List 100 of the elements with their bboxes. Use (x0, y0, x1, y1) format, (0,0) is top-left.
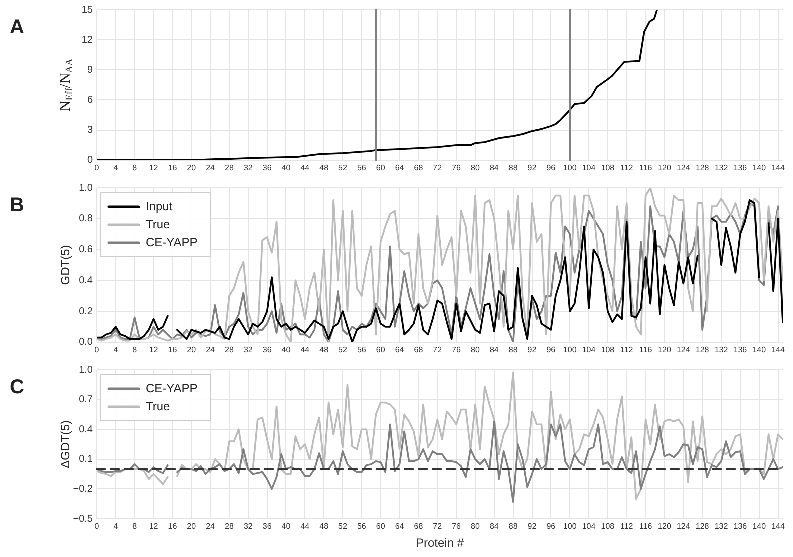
x-tick-label: 60 (376, 522, 386, 532)
x-tick-label: 24 (206, 163, 216, 172)
x-tick-label: 92 (528, 345, 538, 354)
x-tick-label: 40 (282, 163, 292, 172)
x-tick-label: 136 (734, 522, 748, 532)
y-tick-label: 0.0 (79, 337, 94, 348)
y-tick-label: 0.6 (79, 244, 94, 256)
x-tick-label: 52 (338, 345, 348, 354)
x-tick-label: 120 (658, 163, 672, 172)
x-tick-label: 144 (772, 163, 786, 172)
x-tick-label: 136 (734, 163, 748, 172)
x-axis-title: Protein # (416, 536, 464, 550)
x-tick-label: 60 (376, 345, 386, 354)
x-tick-label: 108 (601, 345, 616, 354)
x-tick-label: 140 (752, 163, 767, 172)
x-tick-label: 32 (244, 522, 254, 532)
chart-title: B (10, 194, 24, 217)
x-tick-label: 0 (94, 163, 100, 172)
x-tick-label: 116 (639, 163, 653, 172)
x-tick-label: 28 (225, 522, 234, 532)
x-tick-label: 108 (601, 163, 616, 172)
x-tick-label: 56 (357, 522, 367, 532)
x-tick-label: 4 (114, 163, 119, 172)
x-tick-label: 76 (452, 163, 462, 172)
x-tick-label: 64 (395, 345, 405, 354)
x-tick-label: 132 (714, 522, 729, 532)
y-axis-title: NEff/NAA (58, 58, 76, 112)
x-tick-label: 68 (414, 345, 424, 354)
x-tick-label: 32 (244, 163, 254, 172)
x-tick-label: 56 (357, 345, 367, 354)
x-tick-label: 140 (752, 522, 767, 532)
x-tick-label: 20 (187, 522, 197, 532)
legend-label: Input (146, 199, 174, 214)
x-tick-label: 60 (376, 163, 386, 172)
x-tick-label: 44 (300, 522, 310, 532)
x-tick-label: 0 (94, 522, 100, 532)
legend-label: CE-YAPP (146, 381, 198, 396)
y-axis-title: GDT(5) (58, 245, 72, 286)
y-tick-label: 1.0 (79, 364, 94, 376)
x-tick-label: 68 (414, 522, 424, 532)
y-tick-label: 12 (82, 34, 94, 46)
y-tick-label: 0.7 (79, 394, 94, 406)
x-tick-label: 96 (546, 522, 556, 532)
x-tick-label: 96 (546, 163, 556, 172)
x-tick-label: 8 (132, 345, 138, 354)
x-tick-label: 4 (114, 345, 119, 354)
x-tick-label: 76 (452, 522, 462, 532)
x-tick-label: 36 (262, 163, 272, 172)
x-tick-label: 12 (149, 163, 159, 172)
x-tick-label: 36 (262, 345, 272, 354)
x-tick-label: 8 (132, 522, 138, 532)
x-tick-label: 80 (471, 345, 480, 354)
x-tick-label: 56 (357, 163, 367, 172)
y-tick-label: 9 (87, 64, 94, 76)
x-tick-label: 76 (452, 345, 462, 354)
x-tick-label: 8 (132, 163, 138, 172)
x-tick-label: 108 (601, 522, 616, 532)
x-tick-label: 16 (168, 522, 178, 532)
x-tick-label: 84 (490, 522, 500, 532)
x-tick-label: 88 (508, 163, 518, 172)
x-tick-label: 100 (563, 345, 578, 354)
x-tick-label: 144 (772, 345, 786, 354)
x-tick-label: 40 (282, 522, 292, 532)
x-tick-label: 144 (772, 522, 786, 532)
x-tick-label: 104 (582, 345, 596, 354)
x-tick-label: 0 (94, 345, 100, 354)
x-tick-label: 100 (563, 163, 578, 172)
x-tick-label: 32 (244, 345, 254, 354)
x-tick-label: 80 (471, 163, 480, 172)
x-tick-label: 104 (582, 163, 596, 172)
x-tick-label: 48 (320, 345, 330, 354)
y-tick-label: 3 (87, 125, 94, 136)
x-tick-label: 116 (639, 345, 653, 354)
x-tick-label: 52 (338, 163, 348, 172)
x-tick-label: 112 (620, 163, 634, 172)
y-tick-label: 1.0 (79, 182, 94, 194)
x-tick-label: 84 (490, 345, 500, 354)
x-tick-label: 24 (206, 345, 216, 354)
y-tick-label: 0.4 (79, 275, 94, 286)
x-tick-label: 128 (696, 522, 710, 532)
x-tick-label: 16 (168, 345, 178, 354)
x-tick-label: 128 (696, 345, 710, 354)
x-tick-label: 92 (528, 163, 538, 172)
x-tick-label: 128 (696, 163, 710, 172)
y-tick-label: 0.1 (79, 454, 94, 466)
x-tick-label: 84 (490, 163, 500, 172)
x-tick-label: 16 (168, 163, 178, 172)
x-tick-label: 80 (471, 522, 480, 532)
legend-label: True (146, 399, 171, 414)
x-tick-label: 124 (676, 522, 691, 532)
x-tick-label: 12 (149, 522, 159, 532)
legend-label: CE-YAPP (146, 235, 198, 250)
chart-title: C (10, 376, 24, 399)
x-tick-label: 52 (338, 522, 348, 532)
y-tick-label: −0.2 (73, 484, 94, 495)
x-tick-label: 28 (225, 163, 234, 172)
x-tick-label: 28 (225, 345, 234, 354)
x-tick-label: 40 (282, 345, 292, 354)
x-tick-label: 88 (508, 345, 518, 354)
x-tick-label: 100 (563, 522, 578, 532)
